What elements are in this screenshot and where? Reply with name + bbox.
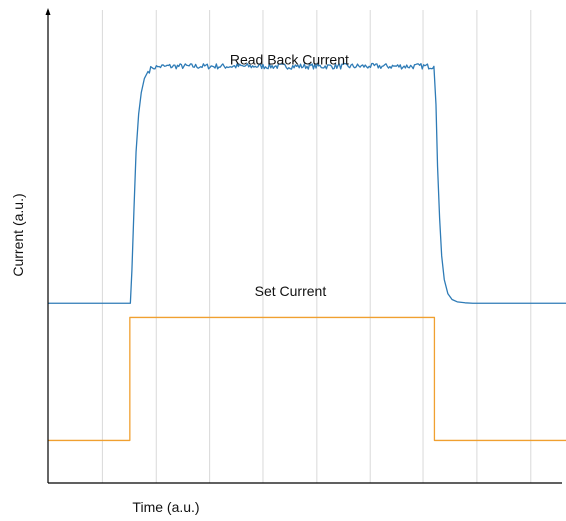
- y-axis-arrow: [45, 8, 51, 15]
- set-current-line: [48, 316, 566, 442]
- series-layer: [48, 62, 566, 442]
- read-back-current-line: [48, 62, 566, 304]
- annotations: Read Back Current Set Current: [230, 51, 349, 299]
- read-back-current-label: Read Back Current: [230, 51, 349, 67]
- y-axis-title: Current (a.u.): [10, 193, 26, 276]
- set-current-label: Set Current: [255, 283, 327, 299]
- x-axis-title: Time (a.u.): [132, 499, 199, 515]
- axes: [45, 8, 562, 484]
- grid: [101, 10, 532, 483]
